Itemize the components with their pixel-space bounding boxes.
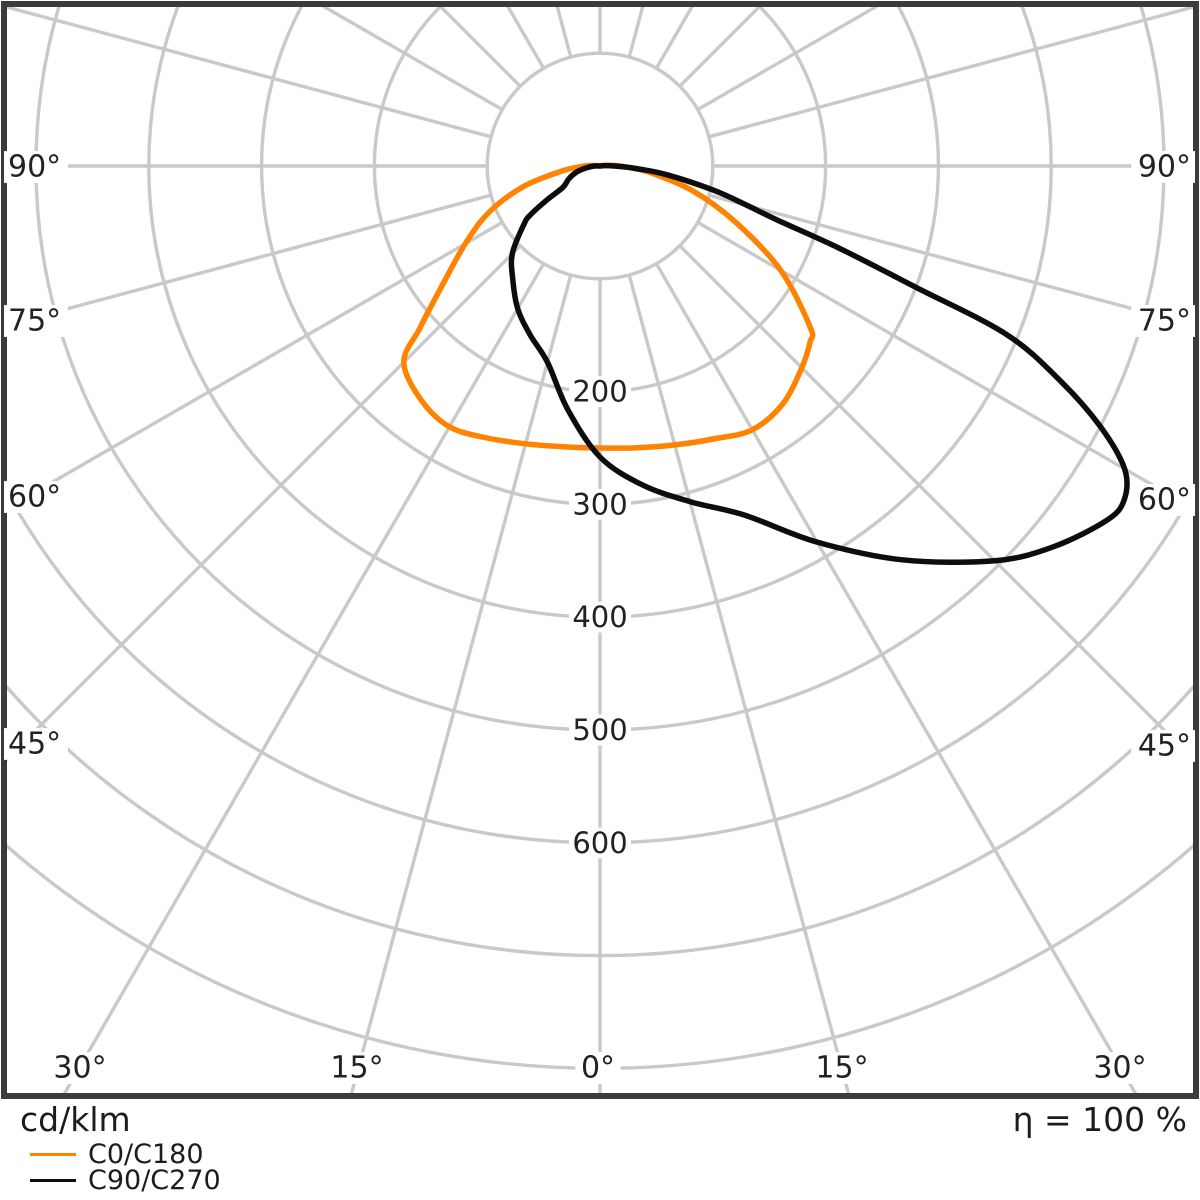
radial-tick-500-bg bbox=[569, 714, 631, 746]
curve-c90-c270 bbox=[508, 162, 1130, 566]
angle-label-left-2: 60° bbox=[8, 480, 61, 515]
radial-tick-200-bg bbox=[569, 376, 631, 407]
angle-label-right-0-bg bbox=[1131, 151, 1195, 183]
angle-label-bottom-1: 15° bbox=[330, 1051, 383, 1086]
angle-label-bottom-4: 30° bbox=[1093, 1051, 1146, 1086]
ring-100 bbox=[485, 51, 715, 281]
angle-label-bottom-3-bg bbox=[810, 1052, 874, 1084]
legend-line-c90-c270 bbox=[30, 1178, 76, 1182]
radial-unit-label: cd/klm bbox=[20, 1100, 131, 1139]
angle-label-right-0: 90° bbox=[1138, 150, 1191, 185]
legend-item-c90-c270: C90/C270 bbox=[30, 1164, 221, 1196]
radial-tick-400-bg bbox=[569, 601, 631, 633]
angle-label-left-3-bg bbox=[4, 728, 68, 760]
angle-label-bottom-2-bg bbox=[575, 1052, 621, 1084]
angle-label-left-1: 75° bbox=[8, 304, 61, 339]
angle-ray-60 bbox=[696, 220, 1193, 511]
angle-label-right-1-bg bbox=[1131, 305, 1195, 337]
radial-tick-400: 400 bbox=[572, 600, 627, 634]
angle-ray-345 bbox=[349, 274, 573, 1093]
angle-label-right-2: 60° bbox=[1138, 483, 1191, 518]
radial-tick-300-bg bbox=[569, 489, 631, 520]
angle-label-bottom-0-bg bbox=[48, 1052, 112, 1084]
ring-700 bbox=[7, 684, 1193, 958]
angle-label-bottom-1-bg bbox=[325, 1052, 389, 1084]
angle-ray-30 bbox=[654, 262, 1138, 1093]
radial-tick-600: 600 bbox=[572, 826, 627, 860]
efficiency-label: η = 100 % bbox=[1012, 1100, 1187, 1139]
chart-legend: C0/C180 C90/C270 bbox=[30, 1138, 221, 1196]
angle-ray-75 bbox=[708, 193, 1193, 327]
angle-label-right-1: 75° bbox=[1138, 304, 1191, 339]
radial-tick-300: 300 bbox=[572, 487, 627, 521]
angle-label-left-2-bg bbox=[4, 481, 68, 513]
plot-frame bbox=[1, 1, 1199, 1099]
angle-ray-285 bbox=[7, 193, 492, 327]
angle-label-left-0: 90° bbox=[8, 150, 61, 185]
angle-ray-255 bbox=[7, 7, 492, 139]
angle-label-bottom-3: 15° bbox=[815, 1051, 868, 1086]
angle-label-bottom-0: 30° bbox=[53, 1051, 106, 1086]
radial-tick-500: 500 bbox=[572, 713, 627, 747]
angle-ray-300 bbox=[7, 220, 504, 511]
angle-ray-15 bbox=[627, 274, 851, 1093]
angle-label-right-2-bg bbox=[1131, 484, 1195, 516]
legend-line-c0-c180 bbox=[30, 1152, 76, 1156]
angle-ray-45 bbox=[678, 244, 1193, 762]
angle-label-left-3: 45° bbox=[8, 727, 61, 762]
angle-label-bottom-2: 0° bbox=[581, 1051, 615, 1086]
angle-label-left-1-bg bbox=[4, 305, 68, 337]
radial-tick-200: 200 bbox=[572, 375, 627, 409]
angle-label-right-3-bg bbox=[1131, 730, 1195, 762]
legend-label-c0-c180: C0/C180 bbox=[88, 1138, 204, 1170]
intensity-curves bbox=[401, 162, 1130, 566]
angle-label-left-0-bg bbox=[4, 151, 68, 183]
radial-tick-600-bg bbox=[569, 827, 631, 859]
angle-label-right-3: 45° bbox=[1138, 729, 1191, 764]
legend-label-c90-c270: C90/C270 bbox=[88, 1164, 221, 1196]
angle-ray-330 bbox=[62, 262, 546, 1093]
curve-c0-c180 bbox=[401, 162, 816, 451]
angle-label-bottom-4-bg bbox=[1088, 1052, 1152, 1084]
legend-item-c0-c180: C0/C180 bbox=[30, 1138, 221, 1170]
angle-ray-105 bbox=[708, 7, 1193, 139]
polar-chart-canvas: 200 300 400 500 600 90° 75° 60° 45° 90° 75° 60° 45° 3… bbox=[0, 0, 1200, 1100]
angle-ray-315 bbox=[7, 244, 522, 762]
